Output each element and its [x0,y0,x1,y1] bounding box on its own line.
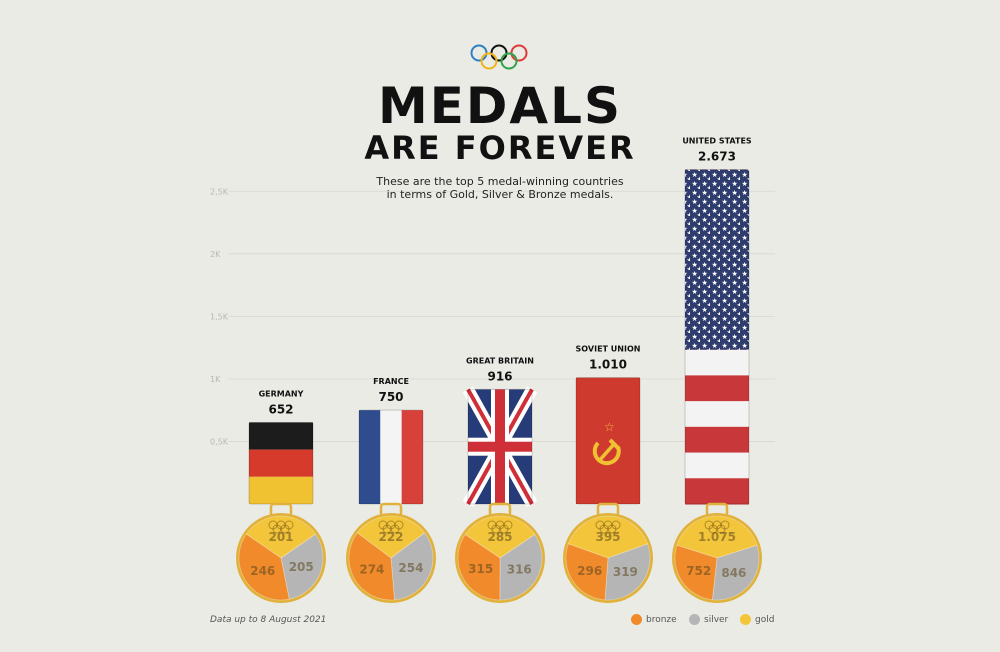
flag-stripe [685,401,749,428]
bronze-value-label: 246 [250,564,275,578]
gold-value-label: 222 [378,530,403,544]
bronze-slice [565,543,609,601]
category-label: UNITED STATES [682,137,752,146]
flag-stripe [249,422,313,450]
y-tick-label: 1,5K [210,312,229,321]
flag-stripe [685,375,749,402]
page-title: MEDALS [378,77,622,135]
medal-rings-icon [487,520,513,534]
chart-description: These are the top 5 medal-winning countr… [0,175,1000,201]
bar-soviet-union: ☆ SOVIET UNION 1.010 395 319 296 [563,345,653,603]
flag-stripe [685,426,749,454]
flag-field [576,377,640,504]
bronze-value-label: 315 [468,562,493,576]
bar-united-states: UNITED STATES 2.673 1.075 846 752 [672,137,762,603]
bronze-swatch [631,614,642,625]
legend-bronze-label: bronze [646,614,677,625]
total-label: 2.673 [698,150,736,164]
description-line-2: in terms of Gold, Silver & Bronze medals… [386,188,614,201]
bronze-slice [457,533,501,601]
bronze-value-label: 296 [577,564,602,578]
total-label: 916 [487,369,512,383]
flag-stripe [249,449,313,477]
data-footnote: Data up to 8 August 2021 [210,615,327,625]
silver-value-label: 316 [507,562,532,576]
gold-slice [676,515,758,559]
bronze-slice [238,533,290,601]
ring [280,524,290,534]
bronze-slice [674,544,718,601]
hammer-icon [597,441,617,463]
legend-gold-label: gold [755,614,775,625]
silver-value-label: 846 [721,566,746,580]
medal-rings-icon [378,520,404,534]
bronze-slice [348,532,395,601]
sickle-icon [592,441,621,466]
category-label: FRANCE [373,377,409,386]
gold-value-label: 1.075 [698,530,736,544]
gold-value-label: 395 [595,530,620,544]
ring [499,524,509,534]
y-tick-label: 1K [210,375,221,384]
medal-rings-icon [595,520,621,534]
bar-germany: GERMANY 652 201 205 246 [236,389,326,603]
flag-stripe [685,478,749,505]
flag-stripe [380,410,402,504]
gold-slice [464,515,536,559]
bar-great-britain: GREAT BRITAIN 916 285 316 315 [455,356,545,603]
gold-value-label: 285 [487,530,512,544]
legend-silver-label: silver [704,614,729,625]
star-icon: ☆ [604,420,615,434]
silver-slice [280,533,324,600]
bronze-value-label: 274 [359,563,384,577]
flag-canton [685,169,749,350]
silver-slice [390,532,434,601]
hammer-icon [608,438,621,451]
gold-slice [356,515,426,559]
page-subtitle-heading: ARE FOREVER [364,129,636,167]
y-tick-label: 2,5K [210,187,229,196]
flag-stripe [685,349,749,376]
silver-slice [499,533,543,601]
silver-value-label: 319 [613,565,638,579]
ring [607,524,617,534]
gold-slice [567,515,649,559]
silver-slice [604,543,651,601]
legend-silver: silver [689,614,728,625]
silver-value-label: 205 [289,560,314,574]
flag-stripe [359,410,381,504]
flag-stripe [685,452,749,479]
medal-rings-icon [704,520,730,534]
category-label: GREAT BRITAIN [466,356,534,365]
total-label: 1.010 [589,358,627,372]
total-label: 750 [378,390,403,404]
ring [716,524,726,534]
flag-stripe [249,476,313,504]
category-label: GERMANY [259,389,304,398]
y-tick-label: 0,5K [210,437,229,446]
medal-rings-icon [268,520,294,534]
gold-value-label: 201 [268,530,293,544]
description-line-1: These are the top 5 medal-winning countr… [376,175,624,188]
flag-cross [468,441,532,452]
silver-value-label: 254 [398,561,423,575]
y-tick-label: 2K [210,250,221,259]
bar-france: FRANCE 750 222 254 274 [346,377,436,603]
legend-gold: gold [740,614,774,625]
total-label: 652 [268,402,293,416]
silver-slice [711,544,760,601]
silver-swatch [689,614,700,625]
gold-swatch [740,614,751,625]
bronze-value-label: 752 [686,564,711,578]
category-label: SOVIET UNION [576,345,641,354]
gold-slice [245,515,317,559]
legend-bronze: bronze [631,614,677,625]
flag-stripe [401,410,423,504]
olympic-rings-logo [470,44,528,70]
ring [390,524,400,534]
